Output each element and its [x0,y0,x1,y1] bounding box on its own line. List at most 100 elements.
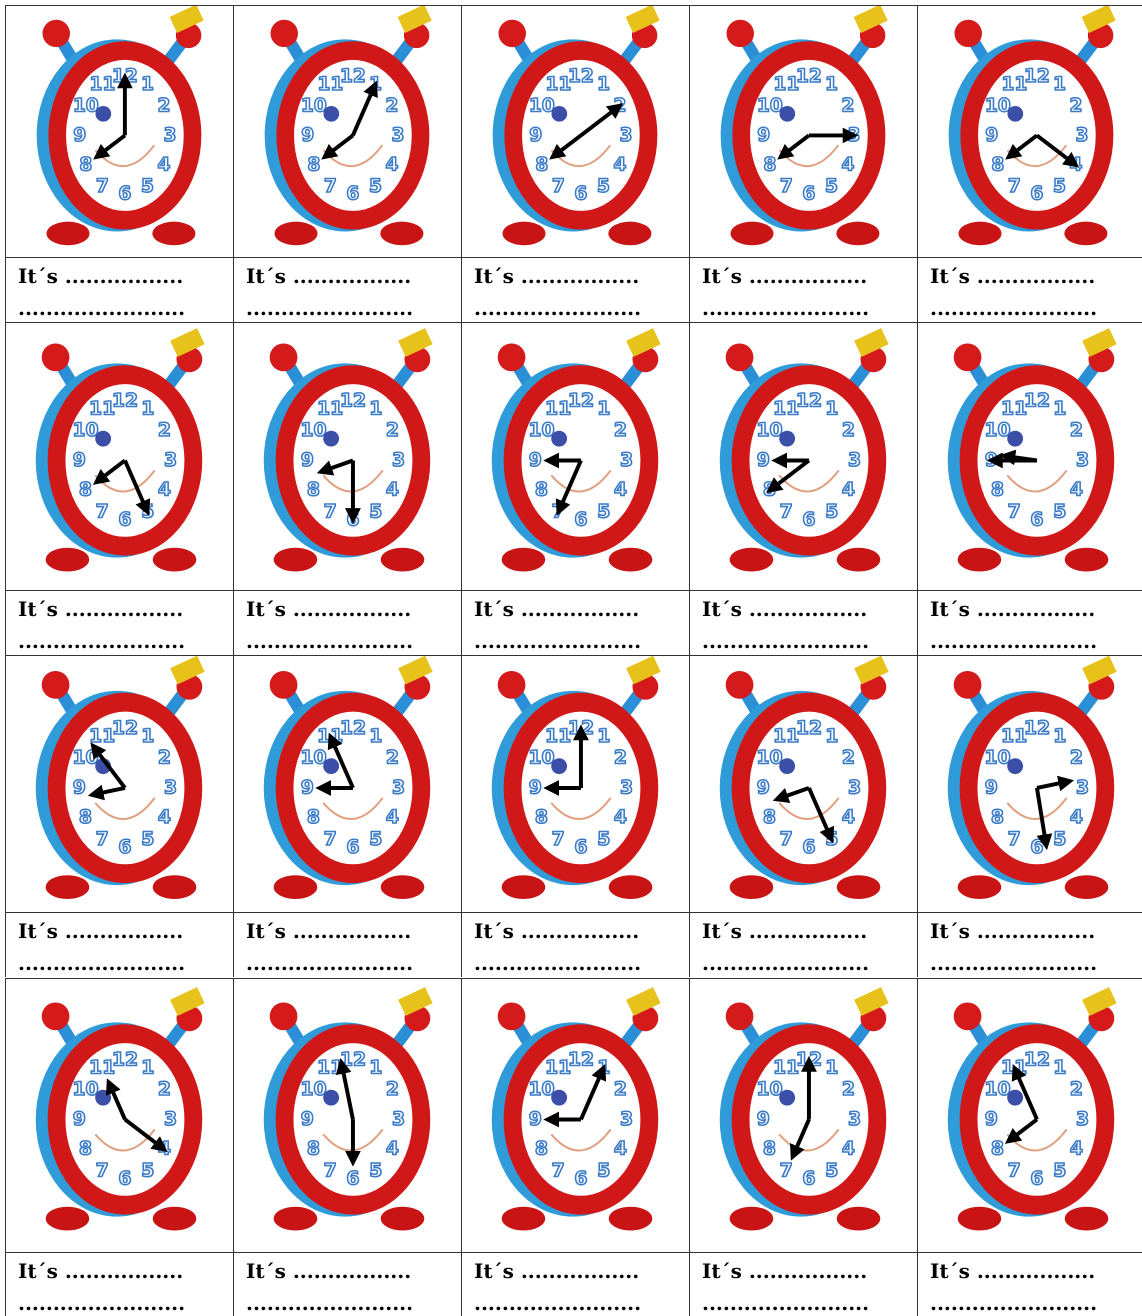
eye [779,1090,795,1106]
clock-numeral: 9 [757,125,770,146]
clock-cell: 121234567891011 [233,978,461,1252]
clock-numeral: 3 [1076,450,1089,471]
clock-numeral: 6 [346,1168,359,1189]
clock-numeral: 6 [802,1168,815,1189]
eye [323,431,339,447]
leg [381,548,425,572]
clock-numeral: 8 [763,807,776,828]
clock-numeral: 5 [369,176,382,197]
clock-numeral: 8 [763,1139,776,1160]
bell [42,343,70,371]
clock: 121234567891011 [918,6,1142,256]
clock-numeral: 11 [89,74,115,95]
clock-numeral: 11 [773,726,799,747]
clock-numeral: 4 [386,1139,399,1160]
clock-numeral: 11 [317,726,343,747]
clock-numeral: 4 [1070,1139,1083,1160]
clock-numeral: 1 [141,726,154,747]
clock: 121234567891011 [462,656,688,911]
clock-numeral: 6 [118,837,131,858]
clock-numeral: 11 [89,398,115,419]
clock-cell: 121234567891011 [917,655,1142,912]
clock-numeral: 8 [535,154,548,175]
clock-numeral: 4 [385,154,398,175]
clock-numeral: 2 [614,748,627,769]
clock-cell: 121234567891011 [461,5,689,257]
clock-cell: 121234567891011 [461,978,689,1252]
clock-numeral: 9 [985,1109,998,1130]
leg [380,222,423,246]
clock-numeral: 7 [552,1160,565,1181]
clock-numeral: 8 [535,807,548,828]
clock-numeral: 4 [386,807,399,828]
clock-numeral: 10 [757,96,783,117]
clock-numeral: 11 [545,1057,571,1078]
clock-numeral: 9 [301,450,314,471]
clock-numeral: 6 [1030,509,1043,530]
bell [726,343,754,371]
bell [271,20,298,47]
eye [1007,106,1023,122]
answer-line: ........................ [6,1287,233,1316]
clock-numeral: 9 [73,777,86,798]
clock-numeral: 6 [574,837,587,858]
leg [958,1207,1002,1231]
clock-numeral: 11 [1001,726,1027,747]
clock-numeral: 7 [1008,1160,1021,1181]
clock-numeral: 6 [802,184,815,205]
clock-numeral: 5 [1053,176,1066,197]
clock-cell: 121234567891011 [689,978,917,1252]
clock-numeral: 3 [620,450,633,471]
clock: 121234567891011 [690,6,916,256]
leg [958,875,1002,899]
answer-cell: It´s ...................................… [917,590,1142,655]
clock-numeral: 9 [529,125,542,146]
leg [153,548,197,572]
clock-numeral: 2 [386,1079,399,1100]
clock-numeral: 3 [848,450,861,471]
clock: 121234567891011 [462,6,688,256]
bell [270,1002,298,1030]
answer-line: ........................ [690,292,917,324]
clock-numeral: 10 [756,420,782,441]
leg [836,222,879,246]
clock-numeral: 12 [112,390,138,411]
answer-line: ........................ [234,292,461,324]
eye [95,431,111,447]
clock-numeral: 1 [1053,398,1066,419]
clock-numeral: 1 [825,726,838,747]
clock-numeral: 8 [79,1139,92,1160]
clock-numeral: 2 [614,1079,627,1100]
clock-numeral: 10 [756,748,782,769]
clock-numeral: 10 [984,1079,1010,1100]
clock-numeral: 7 [324,1160,337,1181]
clock-numeral: 5 [597,829,610,850]
clock-numeral: 1 [369,1057,382,1078]
leg [46,1207,90,1231]
answer-prompt: It´s ................. [462,1255,689,1287]
answer-prompt: It´s ................. [690,1255,917,1287]
clock-numeral: 6 [1030,837,1043,858]
clock-numeral: 12 [340,66,366,87]
eye [551,431,567,447]
clock-numeral: 4 [842,1139,855,1160]
clock-numeral: 5 [597,501,610,522]
answer-cell: It´s ...................................… [5,257,233,322]
clock-numeral: 8 [79,807,92,828]
clock-numeral: 7 [1008,829,1021,850]
answer-cell: It´s ...................................… [461,912,689,977]
clock-cell: 121234567891011 [233,322,461,590]
answer-cell: It´s ...................................… [5,590,233,655]
leg [1064,222,1107,246]
clock-numeral: 1 [141,1057,154,1078]
clock-numeral: 9 [73,450,86,471]
answer-line: ........................ [462,1287,689,1316]
clock-numeral: 8 [991,480,1004,501]
clock-numeral: 6 [346,837,359,858]
clock-numeral: 4 [158,480,171,501]
clock-numeral: 3 [848,1109,861,1130]
leg [502,875,546,899]
eye [779,431,795,447]
